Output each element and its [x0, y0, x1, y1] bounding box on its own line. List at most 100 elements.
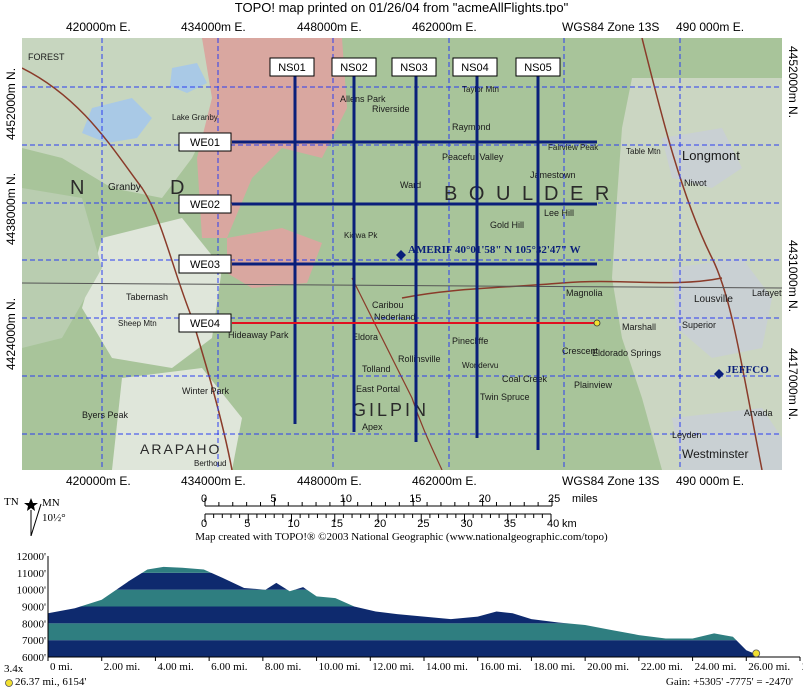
- north-arrow-tn: TN: [4, 496, 19, 508]
- profile-x-label: 22.00 mi.: [641, 661, 683, 673]
- we-track-labels[interactable]: WE01 WE02 WE03 WE04: [178, 132, 232, 333]
- ns-tracks: [293, 68, 540, 450]
- town-label: Byers Peak: [82, 410, 129, 420]
- ns-track-label: NS01: [278, 62, 306, 74]
- road: [351, 277, 443, 470]
- profile-y-label: 12000': [17, 551, 47, 563]
- km-tick-label: 10: [287, 518, 300, 530]
- waypoint-diamond-icon: [714, 369, 724, 379]
- ns-label-box: [515, 57, 561, 77]
- km-tick-label: 40: [547, 518, 560, 530]
- we-label-box: [178, 132, 232, 152]
- town-label: Allens Park: [340, 94, 386, 104]
- urban-area: [672, 408, 782, 470]
- profile-x-label: 24.00 mi.: [695, 661, 737, 673]
- ns-track-label: NS05: [524, 62, 552, 74]
- we-track-label: WE01: [190, 137, 220, 149]
- ns-track-label: NS03: [400, 62, 428, 74]
- top-easting-label: 448000m E.: [297, 20, 362, 34]
- cursor-readout: 26.37 mi., 6154': [15, 676, 87, 688]
- right-northing-label: 4417000m N.: [786, 348, 800, 421]
- town-label: Twin Spruce: [480, 392, 530, 402]
- relief-patch: [112, 368, 242, 470]
- track-end-marker: [593, 319, 601, 327]
- mile-tick-label: 5: [270, 493, 277, 505]
- waypoint-label: JEFFCO: [726, 364, 769, 376]
- profile-y-label: 7000': [22, 635, 46, 647]
- mile-tick-label: 25: [548, 493, 561, 505]
- town-label: Kiowa Pk: [344, 231, 378, 240]
- ns-label-box: [452, 57, 498, 77]
- right-northing-label: 4431000m N.: [786, 240, 800, 313]
- elevation-band: [48, 572, 757, 590]
- mile-tick-label: 0: [201, 493, 208, 505]
- town-label: Fairview Peak: [548, 143, 599, 152]
- top-easting-label: 434000m E.: [181, 20, 246, 34]
- town-label: Pinecliffe: [452, 336, 488, 346]
- page-title: TOPO! map printed on 01/26/04 from "acme…: [234, 0, 569, 15]
- we-track-label: WE04: [190, 318, 220, 330]
- km-tick-label: 0: [201, 518, 208, 530]
- ns-label-box: [269, 57, 315, 77]
- town-label: Westminster: [682, 447, 748, 461]
- town-label: Table Mtn: [626, 147, 661, 156]
- town-label: East Portal: [356, 384, 400, 394]
- km-tick-label: 20: [374, 518, 387, 530]
- profile-x-label: 6.00 mi.: [211, 661, 248, 673]
- profile-x-label: 12.00 mi.: [372, 661, 414, 673]
- mile-tick-label: 15: [409, 493, 422, 505]
- credit-line: Map created with TOPO!® ©2003 National G…: [195, 531, 608, 543]
- km-unit: km: [562, 518, 577, 530]
- town-label: Wondervu: [462, 361, 498, 370]
- region-label-boulder: B O U L D E R: [444, 183, 612, 205]
- lake: [170, 63, 207, 93]
- town-label: Magnolia: [566, 288, 603, 298]
- elevation-profile[interactable]: 12000' 11000' 10000' 9000' 8000' 7000' 6000' 0 …: [0, 545, 803, 691]
- elevation-band: [48, 606, 757, 624]
- town-label: Lousville: [694, 294, 733, 305]
- town-label: Granby: [108, 182, 141, 193]
- town-label: Nederland: [374, 312, 416, 322]
- ns-track-labels[interactable]: NS01 NS02 NS03 NS04 NS05: [269, 57, 561, 77]
- left-northing-label: 4424000m N.: [4, 297, 18, 370]
- we-label-box: [178, 194, 232, 214]
- we-label-box: [178, 254, 232, 274]
- urban-area: [662, 128, 742, 188]
- town-label: Tabernash: [126, 292, 168, 302]
- region-label-gilpin: GILPIN: [352, 400, 429, 420]
- we-track-label: WE03: [190, 259, 220, 271]
- town-label: Marshall: [622, 322, 656, 332]
- profile-cursor-marker: [752, 649, 761, 658]
- top-easting-label: 420000m E.: [66, 20, 131, 34]
- profile-x-label: 18.00 mi.: [533, 661, 575, 673]
- town-label: Tolland: [362, 364, 391, 374]
- declination-label: 10½°: [42, 512, 66, 524]
- left-northing-label: 4452000m N.: [4, 67, 18, 140]
- county-line: [22, 282, 782, 289]
- urban-area: [672, 258, 772, 358]
- town-label: Peaceful Valley: [442, 152, 504, 162]
- waypoint-amerif[interactable]: AMERIF 40°01'58" N 105°32'47" W: [396, 244, 581, 260]
- relief-patch: [22, 188, 102, 348]
- topo-map[interactable]: B O U L D E R GILPIN ARAPAHO N D FOREST …: [22, 38, 782, 470]
- town-label: Riverside: [372, 104, 410, 114]
- profile-x-label: 2.00 mi.: [104, 661, 141, 673]
- waypoint-jeffco[interactable]: JEFFCO: [714, 364, 769, 379]
- town-label: Apex: [362, 422, 383, 432]
- wilderness-area: [197, 38, 347, 238]
- town-label: Arvada: [744, 408, 773, 418]
- town-label: Jamestown: [530, 170, 576, 180]
- town-label: Leyden: [672, 430, 702, 440]
- zone-label: WGS84 Zone 13S: [562, 20, 660, 34]
- we-track-label: WE02: [190, 199, 220, 211]
- town-label: Hideaway Park: [228, 330, 289, 340]
- elevation-band: [48, 623, 757, 641]
- profile-y-label: 10000': [17, 585, 47, 597]
- town-label: Coal Creek: [502, 374, 548, 384]
- we-tracks: [232, 140, 597, 324]
- top-easting-label: 462000m E.: [412, 20, 477, 34]
- miles-unit: miles: [572, 493, 598, 505]
- mile-tick-label: 20: [478, 493, 491, 505]
- town-label: Superior: [682, 320, 716, 330]
- profile-y-label: 6000': [22, 652, 46, 664]
